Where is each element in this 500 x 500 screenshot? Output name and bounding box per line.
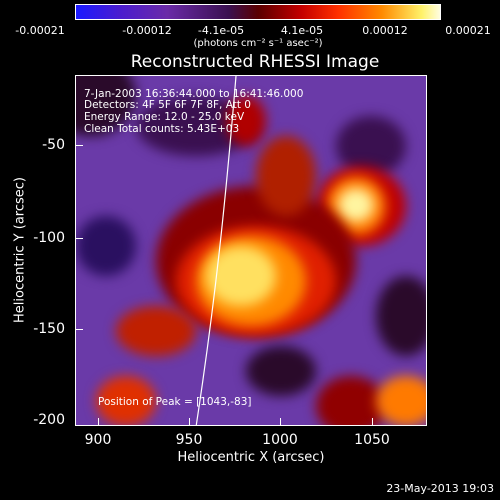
y-tick-label: -100: [33, 230, 65, 246]
y-tick-label: -150: [33, 321, 65, 337]
colorbar-tick: 4.1e-05: [280, 24, 324, 37]
y-tickmark: [75, 145, 83, 146]
colorbar-tick: -0.00021: [15, 24, 65, 37]
x-tick-label: 1050: [354, 432, 390, 448]
colorbar-tick: -0.00012: [122, 24, 172, 37]
y-tickmark: [75, 238, 83, 239]
x-axis-label: Heliocentric X (arcsec): [177, 450, 325, 465]
colorbar: [75, 4, 441, 20]
colorbar-tick: -4.1e-05: [197, 24, 245, 37]
x-tickmark: [189, 418, 190, 426]
colorbar-tick: 0.00012: [362, 24, 408, 37]
colorbar-unit: (photons cm⁻² s⁻¹ asec⁻²): [193, 38, 323, 49]
y-tick-label: -200: [33, 412, 65, 428]
x-tick-label: 950: [175, 432, 203, 448]
x-tick-label: 1000: [262, 432, 298, 448]
timestamp: 23-May-2013 19:03: [386, 482, 494, 495]
peak-position: Position of Peak = [1043,-83]: [98, 396, 252, 408]
x-tickmark: [98, 418, 99, 426]
energy-range: Energy Range: 12.0 - 25.0 keV: [84, 111, 245, 123]
x-tickmark: [280, 418, 281, 426]
x-tickmark: [372, 418, 373, 426]
x-tick-label: 900: [84, 432, 112, 448]
y-tick-label: -50: [42, 137, 65, 153]
y-axis-label: Heliocentric Y (arcsec): [12, 177, 28, 323]
detectors-text: Detectors: 4F 5F 6F 7F 8F, Att 0: [84, 99, 251, 111]
rhessi-image: 7-Jan-2003 16:36:44.000 to 16:41:46.000 …: [75, 75, 427, 426]
limb-line: [195, 76, 237, 425]
y-tickmark: [75, 329, 83, 330]
colorbar-tick: 0.00021: [445, 24, 491, 37]
clean-counts: Clean Total counts: 5.43E+03: [84, 123, 240, 135]
time-range: 7-Jan-2003 16:36:44.000 to 16:41:46.000: [84, 88, 304, 100]
image-title: Reconstructed RHESSI Image: [130, 52, 380, 72]
